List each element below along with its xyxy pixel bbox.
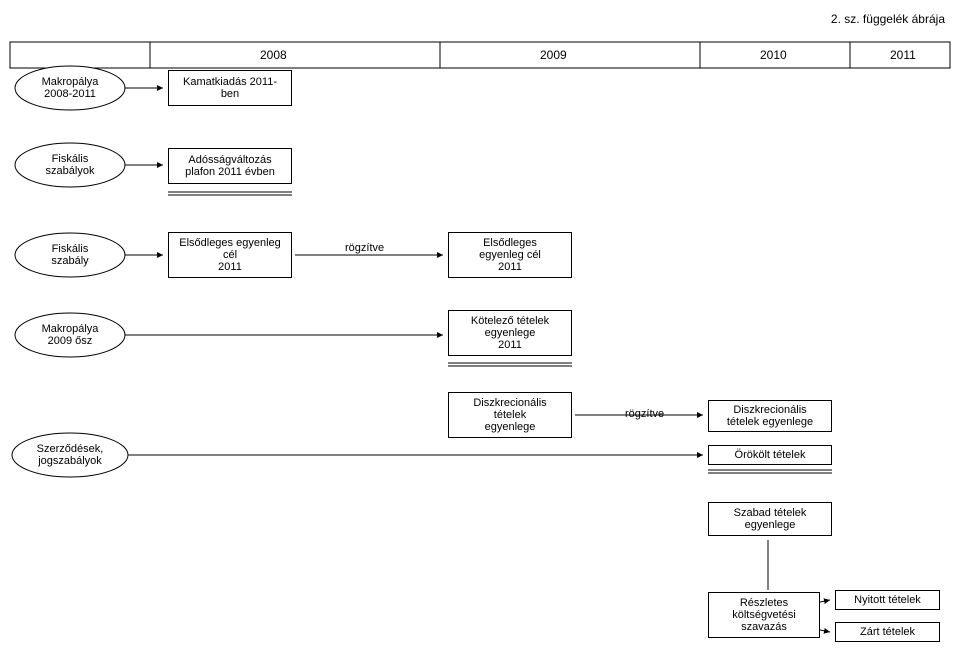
box-reszletes: Részletes költségvetési szavazás: [708, 592, 820, 638]
box-orokolt: Örökölt tételek: [708, 445, 832, 465]
header-year-2010: 2010: [760, 48, 787, 62]
box-elsodleges-cel2: Elsődleges egyenleg cél 2011: [448, 232, 572, 278]
header-year-2011: 2011: [890, 48, 916, 62]
label-rogzitve-2: rögzítve: [625, 408, 664, 420]
box-nyitott: Nyitott tételek: [835, 590, 940, 610]
box-diszkrecionalis2: Diszkrecionális tételek egyenlege: [708, 400, 832, 432]
box-kotelezo: Kötelező tételek egyenlege 2011: [448, 310, 572, 356]
ellipse-fiskalis-szabaly: Fiskális szabály: [25, 243, 115, 267]
box-szabad: Szabad tételek egyenlege: [708, 502, 832, 536]
label-rogzitve-1: rögzítve: [345, 242, 384, 254]
header-year-2008: 2008: [260, 48, 287, 62]
ellipse-fiskalis-szabalyok: Fiskális szabályok: [25, 153, 115, 177]
box-adossagvaltozas: Adósságváltozás plafon 2011 évben: [168, 148, 292, 184]
ellipse-makropalya-2008-2011: Makropálya 2008-2011: [25, 76, 115, 100]
box-kamatkiadas: Kamatkiadás 2011- ben: [168, 70, 292, 106]
ellipse-makropalya-2009: Makropálya 2009 ősz: [25, 323, 115, 347]
ellipse-szerzodesek: Szerződések, jogszabályok: [18, 443, 122, 467]
box-elsodleges-cel: Elsődleges egyenleg cél 2011: [168, 232, 292, 278]
box-zart: Zárt tételek: [835, 622, 940, 642]
box-diszkrecionalis: Diszkrecionális tételek egyenlege: [448, 392, 572, 438]
header-year-2009: 2009: [540, 48, 567, 62]
page-title: 2. sz. függelék ábrája: [831, 12, 945, 26]
